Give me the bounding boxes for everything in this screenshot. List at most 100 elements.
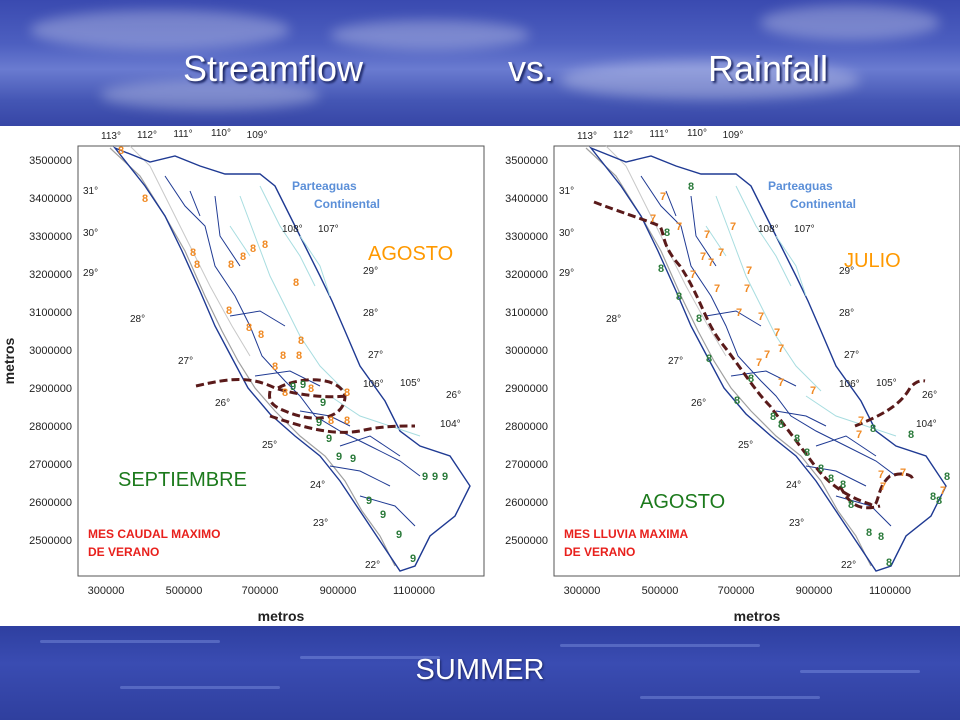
month-digit: 8 xyxy=(190,247,196,259)
y-tick: 3400000 xyxy=(29,193,72,205)
month-digit: 9 xyxy=(350,453,356,465)
coord-label: 24° xyxy=(786,480,801,491)
coord-label: 107° xyxy=(318,224,339,235)
subbasin-lines xyxy=(164,175,421,477)
y-tick: 3500000 xyxy=(29,155,72,167)
month-digit: 8 xyxy=(258,329,264,341)
x-tick: 500000 xyxy=(166,585,203,597)
x-axis-title: metros xyxy=(258,608,305,624)
lon-label: 111° xyxy=(173,129,192,140)
y-tick: 3300000 xyxy=(505,231,548,243)
basin-boundary xyxy=(112,146,471,572)
month-digit: 7 xyxy=(676,221,682,233)
coastline-inner xyxy=(129,145,251,357)
month-digit: 7 xyxy=(940,485,946,497)
coord-label: 27° xyxy=(844,350,859,361)
month-digit: 8 xyxy=(280,350,286,362)
month-digit: 8 xyxy=(804,447,810,459)
month-digit: 9 xyxy=(396,529,402,541)
coord-label: 22° xyxy=(365,560,380,571)
coord-label: 27° xyxy=(368,350,383,361)
title-rainfall: Rainfall xyxy=(708,48,829,89)
y-tick: 2700000 xyxy=(505,459,548,471)
divide-label: Continental xyxy=(314,197,380,211)
y-tick: 3300000 xyxy=(29,231,72,243)
rivers xyxy=(705,185,897,437)
coord-label: 108° xyxy=(282,224,303,235)
month-digit: 8 xyxy=(930,491,936,503)
month-digit: 7 xyxy=(708,257,714,269)
month-digit: 7 xyxy=(900,467,906,479)
month-digit: 8 xyxy=(344,415,350,427)
month-digit: 7 xyxy=(856,429,862,441)
coord-label: 29° xyxy=(83,268,98,279)
month-digit: 7 xyxy=(736,307,742,319)
divide-label: Parteaguas xyxy=(768,179,833,193)
legend-line: DE VERANO xyxy=(564,545,635,559)
month-digit: 8 xyxy=(658,263,664,275)
month-digit: 8 xyxy=(778,419,784,431)
month-label-top: AGOSTO xyxy=(368,243,453,265)
coord-label: 31° xyxy=(559,186,574,197)
y-tick: 3400000 xyxy=(505,193,548,205)
month-digit: 8 xyxy=(194,259,200,271)
y-tick: 2500000 xyxy=(29,535,72,547)
x-tick: 1100000 xyxy=(393,585,435,597)
coord-label: 26° xyxy=(922,390,937,401)
month-digit: 8 xyxy=(240,251,246,263)
divide-label: Continental xyxy=(790,197,856,211)
coord-label: 28° xyxy=(839,308,854,319)
month-digit: 8 xyxy=(866,527,872,539)
month-digit: 8 xyxy=(936,495,942,507)
y-tick: 3100000 xyxy=(505,307,548,319)
month-digit: 7 xyxy=(858,415,864,427)
lon-label: 109° xyxy=(723,130,744,141)
month-digit: 8 xyxy=(734,395,740,407)
coord-label: 104° xyxy=(440,419,461,430)
month-digit: 7 xyxy=(778,377,784,389)
month-digit: 8 xyxy=(848,499,854,511)
coord-label: 108° xyxy=(758,224,779,235)
lon-label: 111° xyxy=(649,129,668,140)
month-digit: 9 xyxy=(422,471,428,483)
x-tick: 900000 xyxy=(320,585,357,597)
month-digit: 8 xyxy=(296,350,302,362)
month-digit: 8 xyxy=(308,383,314,395)
month-digit: 7 xyxy=(764,349,770,361)
y-tick: 2900000 xyxy=(505,383,548,395)
y-tick: 2600000 xyxy=(505,497,548,509)
coord-label: 27° xyxy=(178,356,193,367)
month-digit: 8 xyxy=(328,415,334,427)
month-digit: 7 xyxy=(718,247,724,259)
month-digit: 9 xyxy=(320,397,326,409)
y-tick: 2800000 xyxy=(29,421,72,433)
month-label-top: JULIO xyxy=(844,250,901,272)
coord-label: 30° xyxy=(559,228,574,239)
lon-label: 113° xyxy=(101,131,121,142)
y-tick: 2600000 xyxy=(29,497,72,509)
month-digit: 7 xyxy=(744,283,750,295)
coastline xyxy=(585,147,872,567)
y-tick: 2500000 xyxy=(505,535,548,547)
title-streamflow: Streamflow xyxy=(183,48,364,89)
month-digit: 8 xyxy=(344,387,350,399)
coord-label: 26° xyxy=(691,398,706,409)
month-digit: 8 xyxy=(228,259,234,271)
month-digit: 8 xyxy=(944,471,950,483)
y-tick: 3200000 xyxy=(29,269,72,281)
month-digit: 7 xyxy=(878,469,884,481)
coord-label: 106° xyxy=(363,379,384,390)
legend-line: MES CAUDAL MAXIMO xyxy=(88,527,220,541)
rivers xyxy=(229,185,421,437)
month-digit: 8 xyxy=(298,335,304,347)
lon-label: 113° xyxy=(577,131,597,142)
title-vs: vs. xyxy=(508,48,555,89)
dashed-boundary xyxy=(593,200,926,510)
x-tick: 1100000 xyxy=(869,585,911,597)
map-frame xyxy=(77,145,485,577)
month-digit: 8 xyxy=(908,429,914,441)
month-digit: 7 xyxy=(774,327,780,339)
month-digit: 8 xyxy=(282,387,288,399)
y-tick: 3100000 xyxy=(29,307,72,319)
coord-label: 29° xyxy=(559,268,574,279)
